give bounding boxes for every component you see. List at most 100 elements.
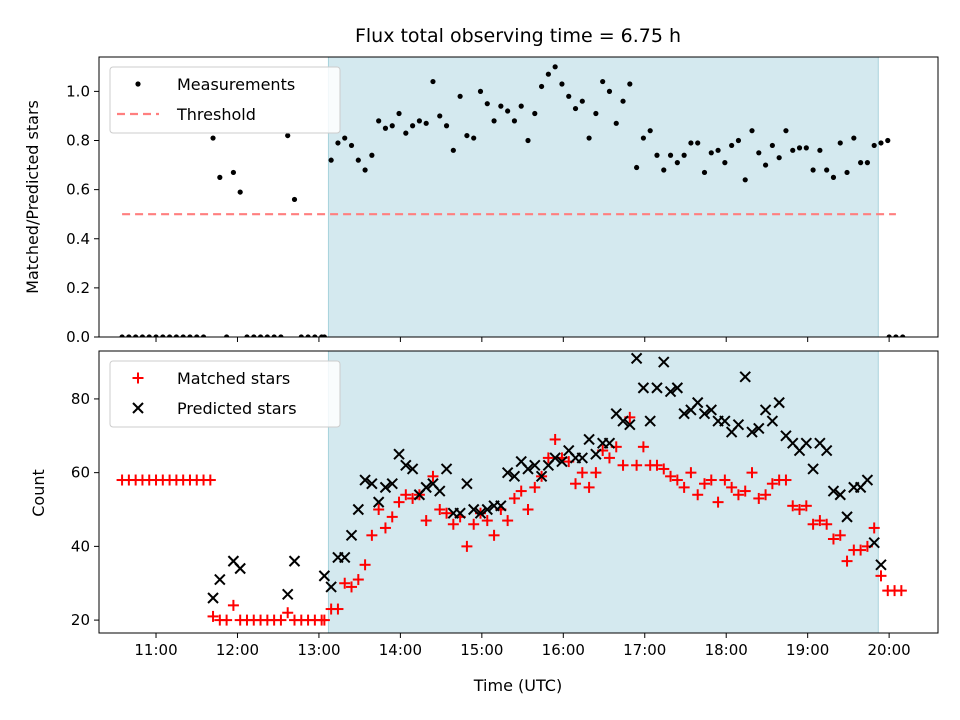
top-legend: Measurements Threshold bbox=[109, 66, 341, 134]
bottom-y-tick-label: 20 bbox=[71, 611, 90, 629]
matched-star-point bbox=[583, 481, 595, 493]
legend-predicted-marker bbox=[132, 402, 144, 414]
measurement-point bbox=[893, 334, 899, 337]
measurement-point bbox=[498, 103, 504, 109]
legend-label: Predicted stars bbox=[177, 399, 297, 418]
matched-star-point bbox=[529, 481, 541, 493]
predicted-star-point bbox=[834, 489, 846, 501]
matched-star-point bbox=[753, 492, 765, 504]
matched-star-point bbox=[726, 481, 738, 493]
x-tick-label: 15:00 bbox=[460, 641, 503, 659]
measurement-point bbox=[437, 113, 443, 119]
measurement-point bbox=[735, 137, 742, 144]
measurement-point bbox=[742, 177, 748, 183]
matched-star-point bbox=[221, 614, 233, 626]
measurement-point bbox=[355, 157, 361, 163]
predicted-star-point bbox=[406, 463, 419, 475]
predicted-star-point bbox=[440, 463, 453, 475]
measurement-point bbox=[613, 120, 619, 126]
predicted-star-point bbox=[461, 477, 473, 490]
predicted-star-point bbox=[658, 356, 670, 368]
matched-star-point bbox=[481, 515, 493, 527]
measurement-point bbox=[837, 140, 843, 146]
matched-star-point bbox=[400, 489, 412, 501]
matched-star-point bbox=[800, 500, 812, 512]
predicted-star-point bbox=[868, 536, 880, 549]
predicted-star-point bbox=[556, 455, 568, 468]
predicted-star-point bbox=[359, 474, 371, 486]
measurement-point bbox=[715, 147, 721, 153]
measurement-point bbox=[566, 93, 572, 99]
measurement-point bbox=[362, 167, 368, 173]
predicted-star-point bbox=[766, 415, 779, 427]
matched-star-point bbox=[549, 433, 561, 445]
top-chart-title: Flux total observing time = 6.75 h bbox=[355, 25, 681, 47]
predicted-star-point bbox=[339, 551, 351, 564]
matched-star-point bbox=[570, 478, 582, 490]
measurement-point bbox=[762, 162, 769, 168]
matched-star-point bbox=[282, 607, 294, 619]
measurement-point bbox=[634, 164, 640, 171]
predicted-star-point bbox=[644, 415, 656, 427]
measurement-point bbox=[312, 334, 318, 337]
measurement-point bbox=[244, 334, 250, 337]
measurement-point bbox=[328, 157, 334, 163]
measurement-point bbox=[139, 334, 146, 337]
measurement-point bbox=[701, 169, 708, 176]
top-axes-frame bbox=[98, 56, 939, 338]
x-tick-label: 19:00 bbox=[786, 641, 829, 659]
measurement-point bbox=[511, 118, 518, 124]
predicted-star-point bbox=[746, 426, 758, 438]
predicted-star-point bbox=[529, 459, 541, 471]
predicted-star-point bbox=[624, 419, 636, 431]
measurement-point bbox=[532, 110, 538, 117]
bottom-x-axis-label: Time (UTC) bbox=[473, 676, 562, 695]
top-plot-area bbox=[119, 64, 906, 337]
matched-star-point bbox=[427, 470, 439, 482]
matched-star-point bbox=[814, 515, 826, 527]
matched-star-point bbox=[794, 504, 806, 516]
predicted-star-point bbox=[664, 385, 677, 398]
measurement-point bbox=[545, 71, 551, 77]
matched-star-point bbox=[705, 474, 717, 486]
predicted-star-point bbox=[288, 555, 301, 567]
bottom-y-tick-label: 40 bbox=[71, 537, 90, 555]
predicted-star-point bbox=[820, 444, 833, 457]
measurement-point bbox=[457, 93, 463, 99]
x-tick-label: 14:00 bbox=[379, 641, 422, 659]
matched-star-point bbox=[434, 504, 446, 516]
measurement-point bbox=[423, 120, 429, 126]
predicted-star-point bbox=[590, 448, 602, 460]
predicted-star-point bbox=[807, 463, 819, 475]
measurement-point bbox=[695, 140, 701, 146]
measurement-point bbox=[538, 83, 545, 90]
measurement-point bbox=[237, 189, 243, 195]
measurement-point bbox=[776, 155, 782, 161]
matched-star-point bbox=[441, 507, 453, 519]
measurement-point bbox=[858, 160, 864, 166]
predicted-star-point bbox=[671, 382, 684, 394]
matched-star-point bbox=[739, 485, 751, 497]
x-tick-label: 20:00 bbox=[868, 641, 911, 659]
legend-label: Matched stars bbox=[177, 369, 290, 388]
matched-star-point bbox=[712, 496, 724, 508]
matched-star-point bbox=[807, 518, 819, 530]
measurement-point bbox=[871, 142, 877, 149]
predicted-star-point bbox=[318, 570, 331, 582]
measurement-point bbox=[443, 123, 450, 129]
matched-star-point bbox=[339, 577, 351, 589]
predicted-star-point bbox=[773, 396, 785, 409]
predicted-star-point bbox=[719, 415, 731, 427]
matched-star-point bbox=[227, 599, 239, 611]
bottom-observing-window bbox=[328, 351, 879, 633]
matched-star-point bbox=[204, 474, 216, 486]
matched-star-point bbox=[590, 467, 602, 479]
predicted-star-point bbox=[325, 581, 337, 593]
measurement-point bbox=[844, 169, 850, 176]
measurement-point bbox=[251, 334, 257, 337]
matched-star-point bbox=[447, 518, 459, 530]
matched-star-point bbox=[780, 474, 792, 486]
measurement-point bbox=[803, 145, 809, 151]
predicted-star-point bbox=[501, 466, 514, 479]
measurement-point bbox=[403, 130, 409, 136]
